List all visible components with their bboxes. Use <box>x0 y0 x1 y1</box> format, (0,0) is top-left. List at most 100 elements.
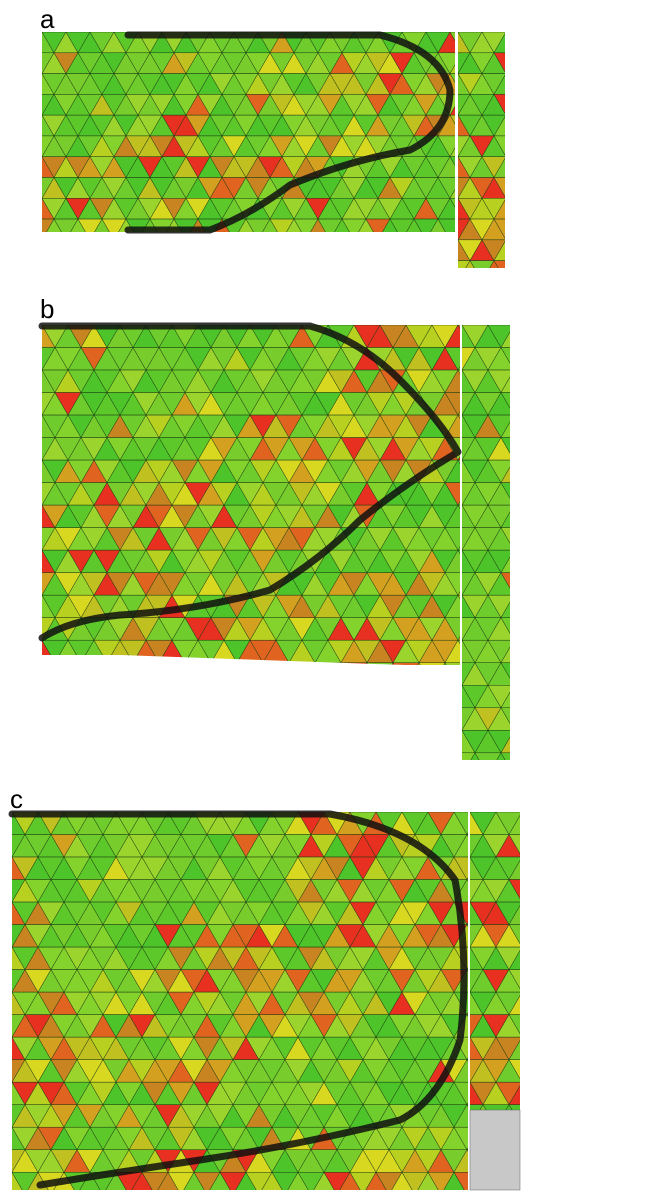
mesh-cell <box>126 240 150 261</box>
mesh-cell <box>185 663 211 686</box>
mesh-cell <box>419 685 445 708</box>
mesh-cell <box>224 663 250 686</box>
mesh-cell <box>514 460 540 483</box>
mesh-cell <box>514 730 540 753</box>
mesh-cell <box>159 685 185 708</box>
mesh-cell <box>540 618 566 641</box>
mesh-cell <box>522 835 548 858</box>
meshes <box>0 32 574 1196</box>
mesh-cell <box>535 1060 561 1083</box>
mesh-cell <box>475 775 501 798</box>
mesh-cell <box>527 730 553 753</box>
mesh-cell <box>540 483 566 506</box>
mesh-cell <box>518 177 542 198</box>
mesh-cell <box>120 663 146 686</box>
mesh-cell <box>548 1105 574 1128</box>
mesh-cell <box>527 348 553 371</box>
mesh-cell <box>527 460 553 483</box>
mesh-cell <box>18 32 42 53</box>
mesh-cell <box>342 240 366 261</box>
mesh-cell <box>527 325 553 348</box>
mesh-cell <box>535 1150 561 1173</box>
mesh-cell <box>535 925 561 948</box>
mesh-cell <box>380 685 406 708</box>
mesh-cell <box>535 1172 561 1195</box>
mesh-cell <box>16 370 42 393</box>
mesh-cell <box>436 730 462 753</box>
mesh-cell <box>506 94 530 115</box>
mesh-cell <box>263 663 289 686</box>
mesh-cell <box>114 240 138 261</box>
mesh-cell <box>0 1082 12 1105</box>
mesh-cell <box>494 281 518 302</box>
mesh-cell <box>518 157 542 178</box>
panel-label: c <box>10 784 23 814</box>
mesh-cell <box>354 240 378 261</box>
mesh-cell <box>522 992 548 1015</box>
mesh-cell <box>302 685 328 708</box>
mesh-cell <box>0 1127 12 1150</box>
mesh-cell <box>494 261 518 282</box>
mesh-cell <box>419 663 445 686</box>
mesh-cell <box>120 685 146 708</box>
mesh-cell <box>246 240 270 261</box>
mesh-cell <box>18 240 42 261</box>
mesh-cell <box>527 753 553 776</box>
mesh-cell <box>289 685 315 708</box>
mesh-cell <box>522 970 548 993</box>
mesh-cell <box>16 595 42 618</box>
mesh-cell <box>302 663 328 686</box>
mesh-cell <box>16 460 42 483</box>
mesh-cell <box>518 74 542 95</box>
mesh-cell <box>315 663 341 686</box>
mesh-cell <box>510 573 536 596</box>
mesh-cell <box>107 663 133 686</box>
mesh-cell <box>506 281 530 302</box>
mesh-cell <box>540 708 566 731</box>
mesh-cell <box>78 240 102 261</box>
mesh-cell <box>522 880 548 903</box>
mesh-cell <box>527 573 553 596</box>
panel-label: b <box>40 294 54 324</box>
mesh-cell <box>540 663 566 686</box>
mesh-cell <box>198 663 224 686</box>
mesh-cell <box>354 685 380 708</box>
mesh-cell <box>449 775 475 798</box>
mesh-cell <box>172 685 198 708</box>
mesh-cell <box>501 753 527 776</box>
mesh-cell <box>367 663 393 686</box>
mesh-cell <box>501 775 527 798</box>
mesh <box>18 32 522 261</box>
mesh-cell <box>522 1150 548 1173</box>
mesh-cell <box>522 902 548 925</box>
mesh-cell <box>506 219 530 240</box>
mesh-cell <box>514 393 540 416</box>
mesh-cell <box>432 663 458 686</box>
mesh-cell <box>535 857 561 880</box>
mesh-cell <box>548 925 574 948</box>
mesh-cell <box>16 505 42 528</box>
mesh-cell <box>527 618 553 641</box>
mesh-cell <box>30 240 54 261</box>
mesh-cell <box>29 663 55 686</box>
mesh-cell <box>527 528 553 551</box>
mesh-cell <box>185 685 211 708</box>
mesh-cell <box>548 1060 574 1083</box>
mesh-cell <box>146 685 172 708</box>
mesh-cell <box>510 483 536 506</box>
mesh-cell <box>42 240 66 261</box>
mesh-cell <box>211 685 237 708</box>
mesh-cell <box>18 198 42 219</box>
mesh-cell <box>514 348 540 371</box>
mesh-cell <box>55 685 81 708</box>
mesh-cell <box>432 685 458 708</box>
mesh-cell <box>518 219 542 240</box>
mesh-cell <box>535 1127 561 1150</box>
mesh-cell <box>367 685 393 708</box>
mesh-cell <box>94 685 120 708</box>
mesh-cell <box>237 663 263 686</box>
mesh-cell <box>527 595 553 618</box>
mesh-cell <box>0 902 12 925</box>
mesh-cell <box>518 240 542 261</box>
mesh <box>16 325 536 708</box>
